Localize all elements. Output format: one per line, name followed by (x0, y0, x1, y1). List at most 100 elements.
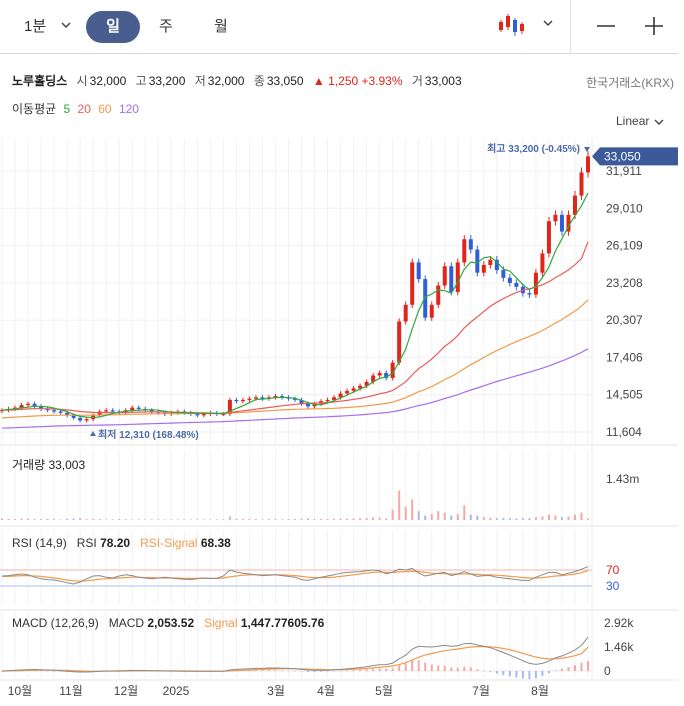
volume-bar (391, 509, 394, 520)
candle-body (579, 172, 584, 196)
macd-histogram-bar (469, 667, 472, 671)
candle-body (253, 397, 258, 399)
volume-bar (124, 519, 127, 520)
macd-histogram-bar (346, 670, 349, 671)
volume-bar (587, 518, 589, 520)
month-tick-label: 5월 (375, 684, 393, 698)
volume-bar (404, 506, 407, 520)
ma-5[interactable]: 5 (63, 102, 71, 116)
candle-body (332, 397, 337, 400)
close-value: 33,050 (266, 74, 304, 88)
volume-bar (521, 518, 524, 520)
macd-histogram-bar (560, 668, 563, 671)
quote-summary: 노루홀딩스 시 32,000 고 33,200 저 32,000 종 33,050 ▲ … (12, 72, 468, 89)
change-value: ▲ 1,250 +3.93% (312, 74, 403, 88)
macd-histogram-bar (359, 669, 362, 671)
volume-bar (137, 519, 140, 520)
candle-body (104, 410, 109, 412)
volume-bar (72, 518, 75, 520)
volume-bar (294, 519, 296, 520)
candlestick-icon[interactable] (498, 12, 526, 38)
month-tick-label: 7월 (472, 684, 490, 698)
volume-bar (489, 517, 492, 520)
macd-histogram-bar (521, 671, 524, 679)
current-price-label: 33,050 (604, 149, 641, 163)
volume-axis-label: 1.43m (606, 472, 639, 486)
zoom-out-icon[interactable] (594, 14, 618, 38)
candle-body (221, 414, 226, 416)
volume-bar (209, 519, 212, 520)
candle-body (358, 385, 363, 389)
zoom-in-icon[interactable] (642, 14, 666, 38)
candle-body (501, 270, 506, 278)
rsi-title: RSI (14,9) (12, 536, 67, 550)
volume-bar (456, 514, 459, 520)
candle-body (19, 405, 24, 408)
volume-bar (502, 517, 505, 520)
high-label: 고 (135, 74, 147, 88)
chevron-down-icon[interactable] (542, 17, 554, 29)
macd-histogram-bar (580, 662, 583, 671)
candle-body (195, 414, 200, 416)
candle-body (403, 304, 408, 322)
macd-title: MACD (12,26,9) (12, 616, 99, 630)
tab-day[interactable]: 일 (86, 11, 140, 43)
volume-bar (372, 517, 375, 520)
ma-5-line (1, 192, 589, 419)
month-tick-label: 12월 (114, 684, 138, 698)
volume-bar (385, 518, 388, 520)
chevron-down-icon[interactable] (654, 117, 664, 127)
macd-histogram-bar (274, 670, 277, 671)
volume-bar (430, 514, 433, 520)
tab-week[interactable]: 주 (159, 18, 173, 35)
macd-histogram-bar (391, 668, 394, 671)
macd-histogram-bar (463, 666, 466, 671)
macd-histogram-bar (404, 663, 407, 671)
macd-histogram-bar (267, 669, 270, 671)
volume-bar (495, 518, 498, 520)
macd-axis-label: 0 (604, 664, 611, 678)
candle-body (247, 398, 252, 400)
macd-legend: MACD (12,26,9) MACD 2,053.52 Signal 1,44… (12, 616, 324, 630)
candle-body (566, 214, 571, 232)
macd-line (1, 636, 589, 673)
volume-bar (515, 518, 518, 520)
ma-20[interactable]: 20 (77, 102, 91, 116)
macd-histogram-bar (53, 671, 56, 672)
candle-body (136, 407, 141, 409)
candle-body (273, 396, 278, 398)
volume-bar (267, 519, 270, 520)
macd-histogram-bar (326, 671, 329, 672)
tab-month[interactable]: 월 (214, 18, 228, 35)
macd-axis-label: 1.46k (604, 640, 634, 654)
volume-bar (163, 519, 166, 520)
volume-bar (359, 518, 362, 520)
candle-body (227, 399, 232, 415)
volume-bar (280, 519, 283, 520)
volume-bar (79, 518, 82, 520)
volume-bar (313, 519, 316, 520)
volume-bar (476, 515, 479, 520)
volume-bar (560, 517, 563, 520)
chevron-down-icon[interactable] (60, 19, 72, 31)
volume-bar (33, 519, 36, 520)
low-value: 32,000 (207, 74, 245, 88)
price-tick-label: 31,911 (606, 164, 642, 178)
macd-histogram-bar (40, 670, 43, 672)
interval-selector[interactable]: 1분 (24, 18, 47, 35)
toolbar: 1분 일 주 월 (0, 0, 678, 54)
open-value: 32,000 (89, 74, 127, 88)
candle-body (436, 285, 441, 305)
candle-body (58, 411, 63, 413)
ma-label: 이동평균 (12, 102, 57, 116)
ma-120[interactable]: 120 (118, 102, 139, 116)
low-marker: 최저 12,310 (168.48%) (98, 428, 199, 441)
volume-bar (59, 519, 62, 520)
ma-60[interactable]: 60 (98, 102, 112, 116)
scale-mode-selector[interactable]: Linear (616, 114, 650, 128)
macd-histogram-bar (437, 665, 440, 671)
rsi-signal-label: RSI-Signal (140, 536, 198, 550)
macd-histogram-bar (547, 671, 550, 674)
